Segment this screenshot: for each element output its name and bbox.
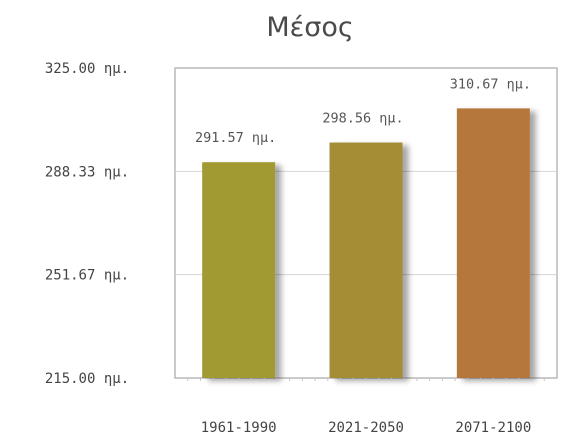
x-axis: 1961-1990 2021-2050 2071-2100: [187, 378, 545, 436]
x-tick-label: 2021-2050: [328, 420, 404, 436]
y-tick-label: 288.33 ημ.: [45, 164, 129, 180]
x-tick-label: 1961-1990: [201, 420, 277, 436]
y-tick-label: 251.67 ημ.: [45, 268, 129, 284]
bar: [202, 162, 276, 378]
data-labels: 291.57 ημ. 298.56 ημ. 310.67 ημ.: [195, 76, 531, 146]
y-axis: 215.00 ημ. 251.67 ημ. 288.33 ημ. 325.00 ημ.: [45, 61, 129, 387]
bar-value-label: 298.56 ημ.: [322, 111, 403, 127]
chart-title: Μέσος: [266, 12, 353, 43]
x-tick-label: 2071-2100: [455, 420, 531, 436]
bar-value-label: 291.57 ημ.: [195, 130, 276, 146]
bars: [202, 108, 530, 378]
y-tick-label: 325.00 ημ.: [45, 61, 129, 77]
bar: [329, 142, 403, 378]
bar-value-label: 310.67 ημ.: [450, 76, 531, 92]
y-tick-label: 215.00 ημ.: [45, 371, 129, 387]
bar: [456, 108, 530, 378]
